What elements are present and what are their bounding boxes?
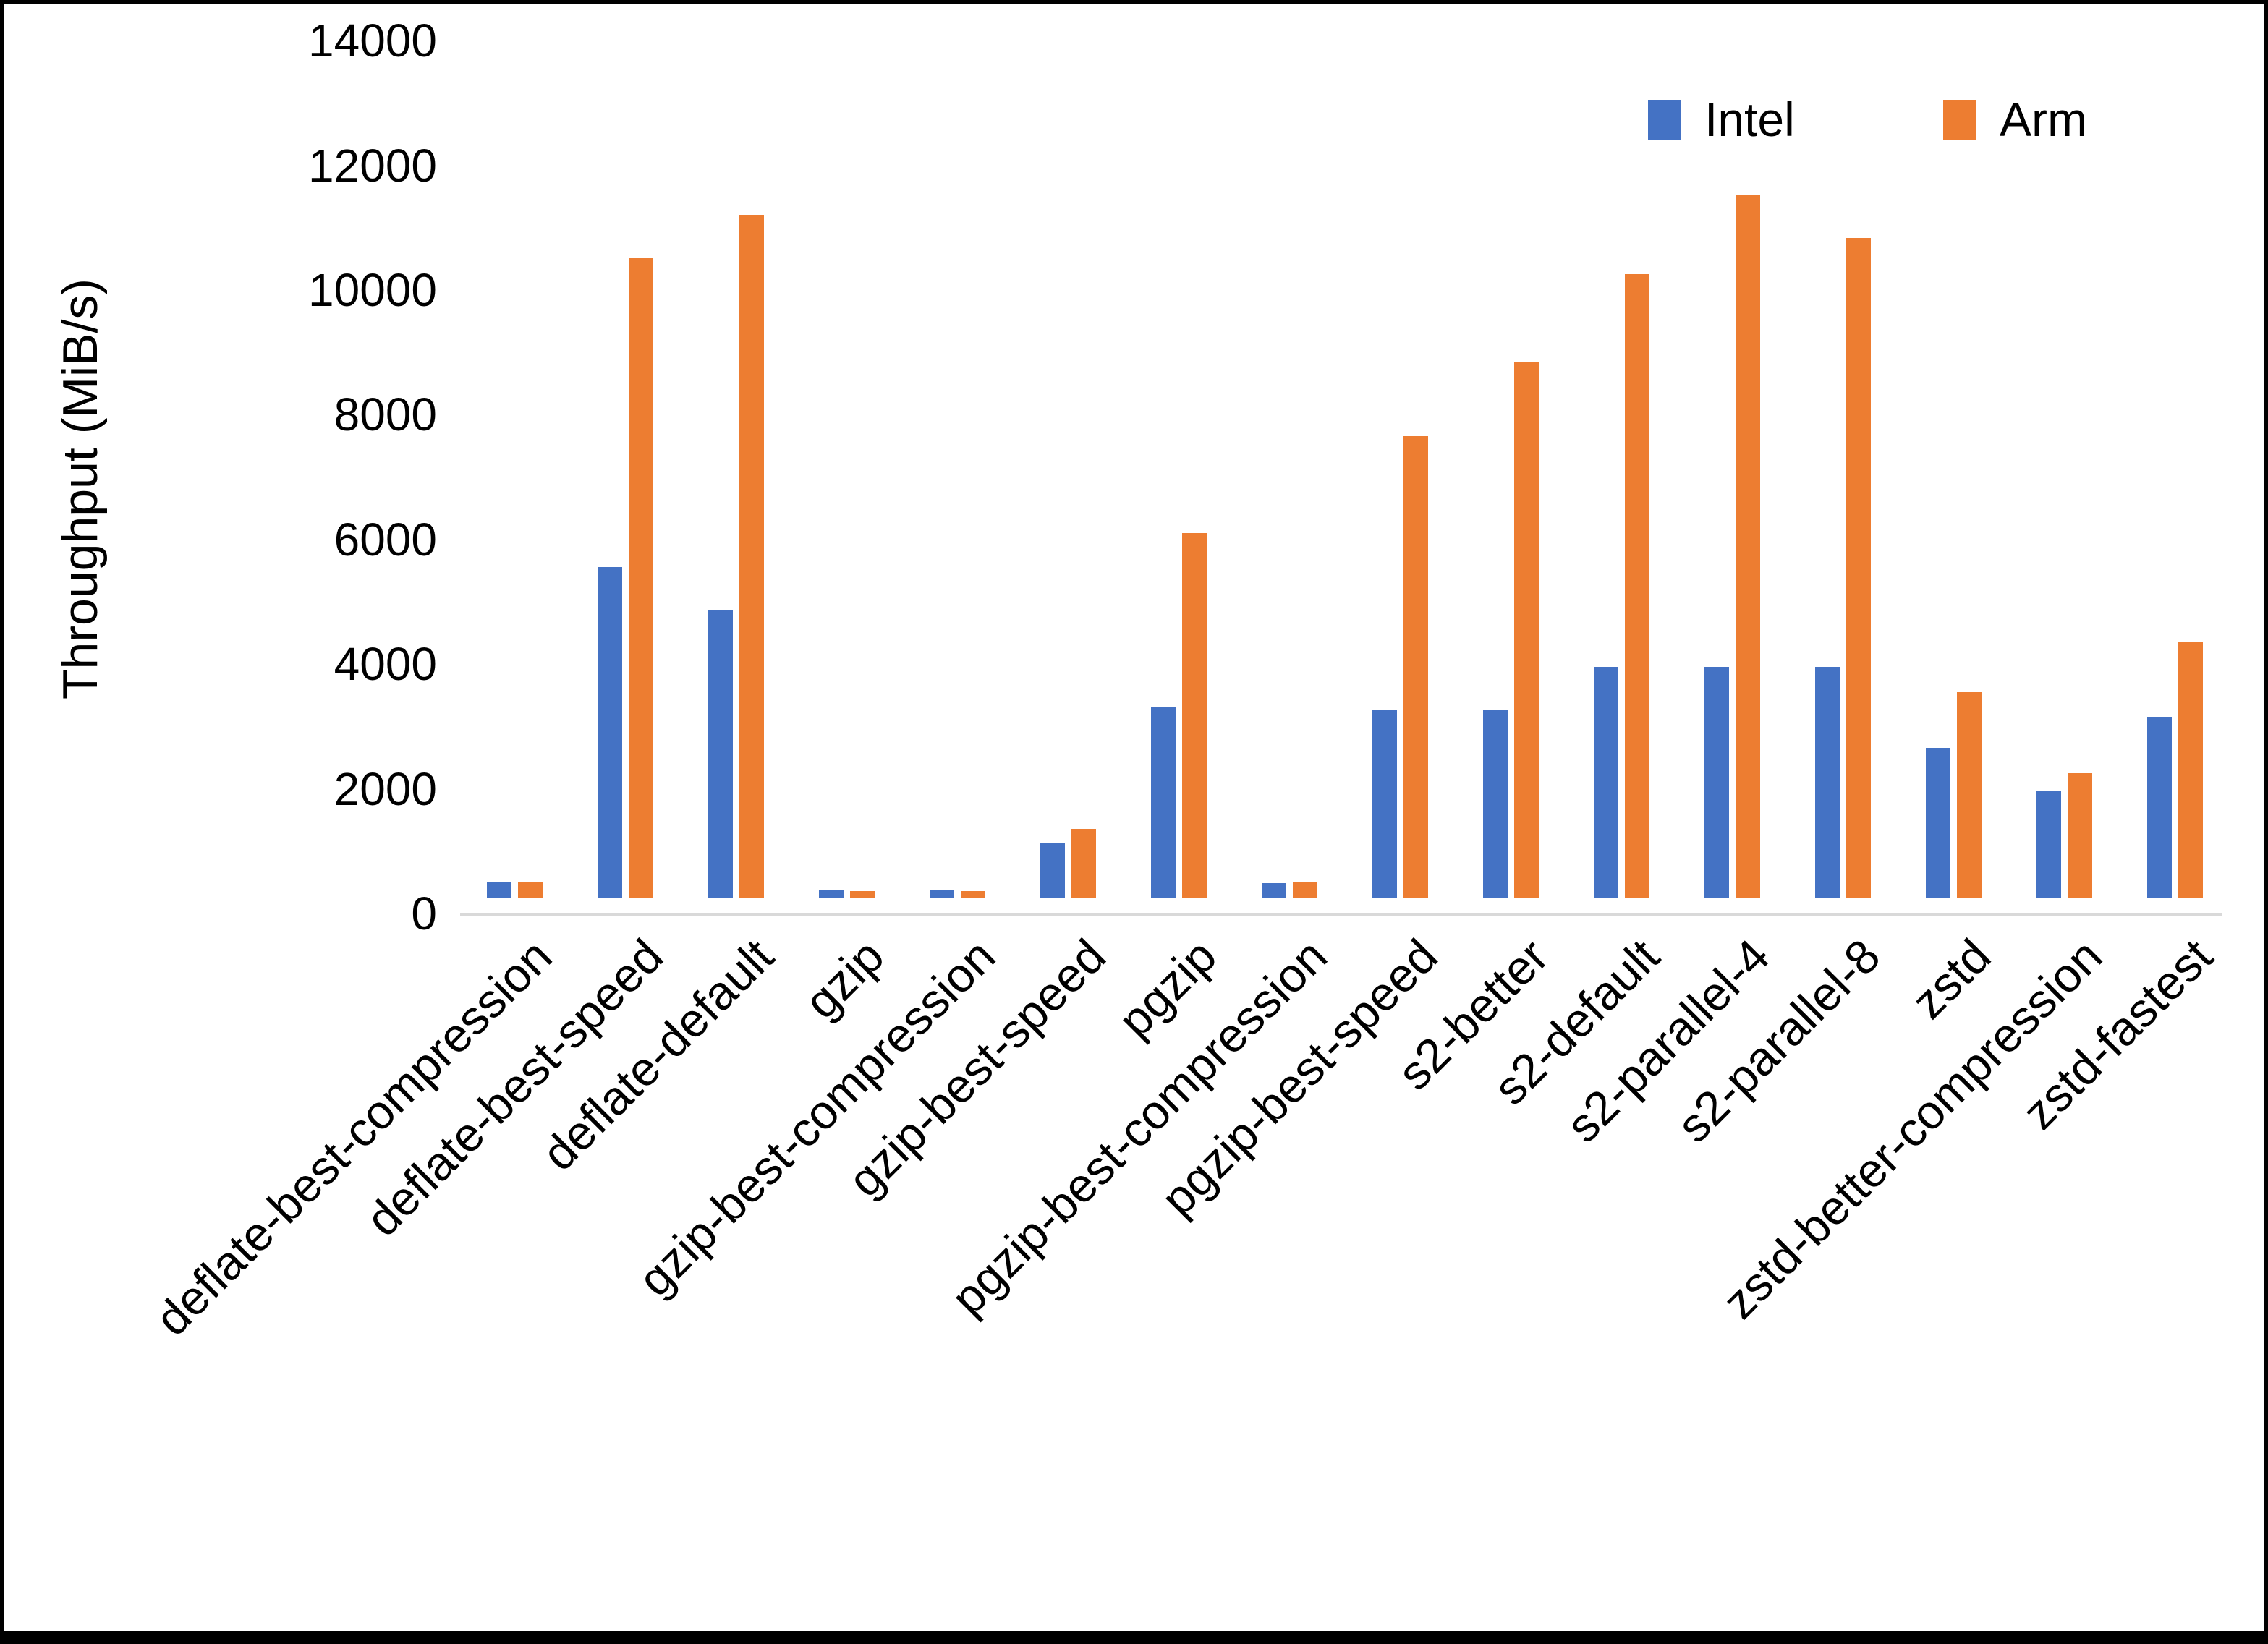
bar-intel-zstd-fastest xyxy=(2147,717,2172,898)
bar-arm-s2-parallel-8 xyxy=(1846,238,1871,898)
y-tick-label: 2000 xyxy=(334,762,437,815)
y-tick-label: 6000 xyxy=(334,513,437,566)
bar-arm-s2-better xyxy=(1514,362,1539,898)
bar-arm-zstd xyxy=(1957,692,1982,898)
bar-intel-pgzip xyxy=(1151,707,1176,898)
legend-label-intel: Intel xyxy=(1704,93,1795,146)
y-tick-label: 4000 xyxy=(334,638,437,691)
bar-arm-zstd-better-compression xyxy=(2068,773,2092,898)
legend-swatch-arm-icon xyxy=(1943,100,1976,140)
x-category-label-gzip: gzip xyxy=(794,929,894,1029)
bar-intel-s2-parallel-4 xyxy=(1704,667,1729,898)
bar-arm-gzip xyxy=(850,891,875,898)
bar-intel-s2-default xyxy=(1594,667,1618,898)
bar-intel-gzip-best-compression xyxy=(930,890,954,898)
bar-arm-gzip-best-speed xyxy=(1071,829,1096,898)
bar-arm-s2-default xyxy=(1625,274,1649,898)
bar-arm-pgzip-best-compression xyxy=(1293,882,1317,898)
bar-intel-s2-parallel-8 xyxy=(1815,667,1840,898)
bar-arm-pgzip-best-speed xyxy=(1403,436,1428,898)
bar-arm-s2-parallel-4 xyxy=(1736,195,1760,898)
y-tick-label: 12000 xyxy=(308,139,437,192)
bar-intel-gzip xyxy=(819,890,844,898)
bar-arm-deflate-default xyxy=(739,215,764,898)
bar-intel-deflate-best-speed xyxy=(598,567,622,898)
bar-intel-pgzip-best-compression xyxy=(1262,883,1286,898)
bar-arm-deflate-best-speed xyxy=(629,258,653,898)
bar-intel-zstd-better-compression xyxy=(2036,791,2061,898)
bar-intel-gzip-best-speed xyxy=(1040,843,1065,898)
bar-intel-deflate-default xyxy=(708,610,733,898)
y-axis-title: Throughput (MiB/s) xyxy=(53,278,108,699)
y-tick-label: 8000 xyxy=(334,388,437,441)
y-tick-label: 10000 xyxy=(308,264,437,316)
bar-intel-zstd xyxy=(1926,748,1950,898)
y-tick-label: 0 xyxy=(411,887,437,940)
legend-label-arm: Arm xyxy=(2000,93,2087,146)
y-tick-label: 14000 xyxy=(308,14,437,67)
bar-chart: Throughput (MiB/s) 0 2000 4000 6000 8000 1000… xyxy=(4,4,2264,1631)
x-category-label-zstd: zstd xyxy=(1901,929,2001,1029)
bar-arm-pgzip xyxy=(1182,533,1207,898)
bar-arm-deflate-best-compression xyxy=(518,882,543,898)
bar-intel-pgzip-best-speed xyxy=(1372,710,1397,898)
x-axis-line xyxy=(460,913,2222,916)
bar-arm-gzip-best-compression xyxy=(961,891,985,898)
bar-intel-deflate-best-compression xyxy=(487,882,511,898)
bar-arm-zstd-fastest xyxy=(2178,642,2203,898)
bar-intel-s2-better xyxy=(1483,710,1508,898)
legend-swatch-intel-icon xyxy=(1648,100,1681,140)
